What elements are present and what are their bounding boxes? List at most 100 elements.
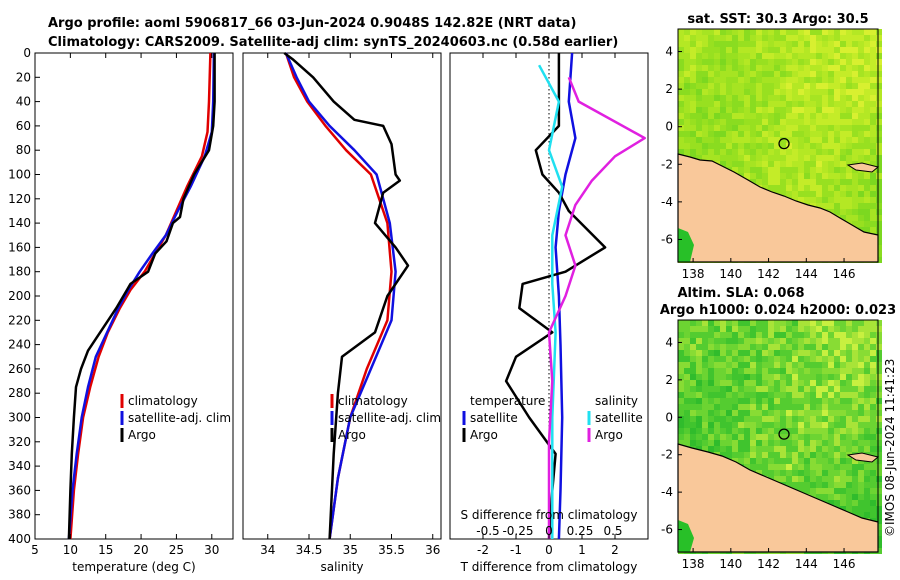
sla-map-cell bbox=[858, 494, 864, 500]
sla-map-cell bbox=[876, 374, 882, 380]
sla-map-cell bbox=[756, 428, 762, 434]
sst-map-cell bbox=[678, 65, 684, 71]
sst-map-cell bbox=[810, 191, 816, 197]
sst-map-cell bbox=[822, 89, 828, 95]
sla-map-cell bbox=[768, 410, 774, 416]
sla-map-cell bbox=[762, 452, 768, 458]
sla-map-cell bbox=[720, 410, 726, 416]
sst-map-cell bbox=[876, 149, 882, 155]
legend-salinity-title: salinity bbox=[595, 394, 638, 408]
sla-map-cell bbox=[780, 380, 786, 386]
sla-map-cell bbox=[738, 332, 744, 338]
sla-map-cell bbox=[816, 476, 822, 482]
sla-map-cell bbox=[774, 338, 780, 344]
sla-map-cell bbox=[792, 338, 798, 344]
sst-map-cell bbox=[834, 113, 840, 119]
sst-map-cell bbox=[678, 53, 684, 59]
sla-map-cell bbox=[828, 458, 834, 464]
sst-map-cell bbox=[768, 137, 774, 143]
sla-map-cell bbox=[744, 440, 750, 446]
sla-map-cell bbox=[852, 440, 858, 446]
sla-map-cell bbox=[762, 422, 768, 428]
sst-map-cell bbox=[726, 137, 732, 143]
sst-map-cell bbox=[744, 101, 750, 107]
sst-map-cell bbox=[798, 191, 804, 197]
sla-map-cell bbox=[774, 476, 780, 482]
sst-map-cell bbox=[792, 125, 798, 131]
sst-map-cell bbox=[684, 101, 690, 107]
sla-map-cell bbox=[762, 356, 768, 362]
sst-map-cell bbox=[786, 125, 792, 131]
sla-map-cell bbox=[858, 476, 864, 482]
sst-map-cell bbox=[762, 71, 768, 77]
sst-map-cell bbox=[696, 137, 702, 143]
sst-map-xtick-label: 144 bbox=[795, 267, 818, 281]
figure-title-line1: Argo profile: aoml 5906817_66 03-Jun-202… bbox=[48, 16, 576, 31]
sla-map-cell bbox=[822, 350, 828, 356]
sst-map-cell bbox=[768, 113, 774, 119]
sla-map-cell bbox=[810, 356, 816, 362]
sla-map-cell bbox=[864, 350, 870, 356]
sla-map-cell bbox=[786, 386, 792, 392]
sst-map-cell bbox=[774, 107, 780, 113]
sst-map-cell bbox=[858, 149, 864, 155]
sst-map-cell bbox=[780, 155, 786, 161]
sst-map-cell bbox=[876, 239, 882, 245]
sla-map-cell bbox=[816, 374, 822, 380]
sla-map-cell bbox=[744, 338, 750, 344]
sst-map-cell bbox=[828, 161, 834, 167]
sla-map-cell bbox=[774, 404, 780, 410]
sst-map-cell bbox=[738, 89, 744, 95]
sst-map-cell bbox=[744, 107, 750, 113]
sla-map-cell bbox=[726, 344, 732, 350]
sla-map-cell bbox=[846, 482, 852, 488]
sla-map-cell bbox=[732, 356, 738, 362]
sla-map-cell bbox=[834, 410, 840, 416]
sla-map-cell bbox=[768, 392, 774, 398]
sla-map-cell bbox=[732, 392, 738, 398]
sla-map-cell bbox=[864, 482, 870, 488]
sla-map-cell bbox=[870, 392, 876, 398]
sla-map-cell bbox=[774, 452, 780, 458]
sst-map-cell bbox=[870, 191, 876, 197]
sst-map-cell bbox=[822, 101, 828, 107]
sla-map-cell bbox=[804, 458, 810, 464]
sst-map-cell bbox=[762, 101, 768, 107]
sla-map-cell bbox=[708, 434, 714, 440]
sst-map-cell bbox=[792, 191, 798, 197]
sst-map-cell bbox=[846, 47, 852, 53]
sst-map-cell bbox=[798, 167, 804, 173]
sst-map-cell bbox=[876, 179, 882, 185]
sla-map-cell bbox=[786, 338, 792, 344]
sst-map-cell bbox=[774, 119, 780, 125]
sla-map-cell bbox=[876, 356, 882, 362]
sla-map-cell bbox=[804, 380, 810, 386]
sla-map-cell bbox=[846, 356, 852, 362]
sla-map-cell bbox=[840, 452, 846, 458]
sst-map-cell bbox=[828, 29, 834, 35]
sst-map-cell bbox=[756, 89, 762, 95]
sst-map-cell bbox=[792, 95, 798, 101]
sla-map-cell bbox=[744, 428, 750, 434]
sst-map-cell bbox=[768, 125, 774, 131]
sla-map-cell bbox=[864, 476, 870, 482]
sst-map-cell bbox=[804, 47, 810, 53]
sla-map-cell bbox=[822, 428, 828, 434]
sst-map-cell bbox=[822, 107, 828, 113]
sla-map-cell bbox=[768, 440, 774, 446]
sst-map-cell bbox=[696, 119, 702, 125]
sst-map-cell bbox=[798, 197, 804, 203]
sla-map-cell bbox=[720, 332, 726, 338]
sla-map-cell bbox=[786, 416, 792, 422]
sla-map-cell bbox=[744, 434, 750, 440]
sst-map-cell bbox=[852, 137, 858, 143]
salinity-legend: climatology satellite-adj. clim Argo bbox=[330, 394, 441, 442]
sla-map-cell bbox=[792, 410, 798, 416]
sla-map-cell bbox=[876, 488, 882, 494]
sst-map-cell bbox=[762, 137, 768, 143]
sla-map-cell bbox=[774, 326, 780, 332]
sst-map-cell bbox=[726, 119, 732, 125]
sla-map-cell bbox=[804, 464, 810, 470]
sst-map-cell bbox=[780, 95, 786, 101]
sst-map-cell bbox=[816, 35, 822, 41]
